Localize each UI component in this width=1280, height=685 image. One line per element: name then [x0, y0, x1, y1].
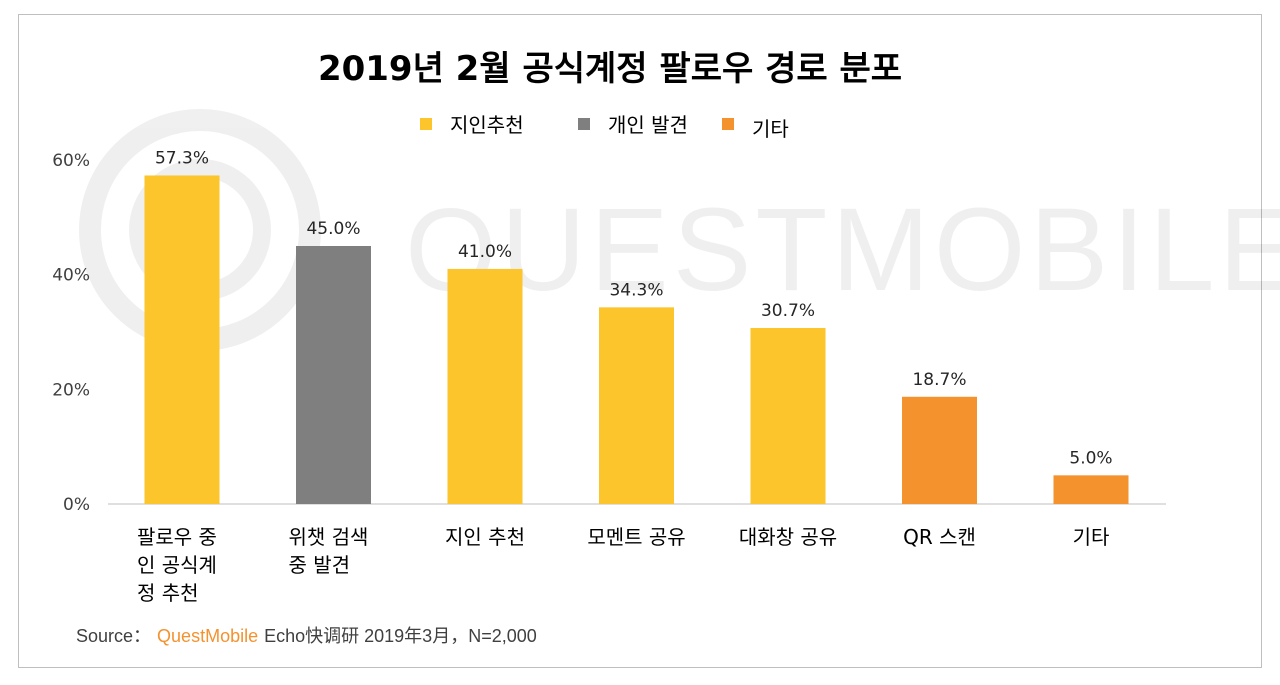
legend-label: 기타 [752, 117, 789, 141]
data-label: 34.3% [609, 280, 663, 300]
legend-swatch [578, 118, 590, 130]
data-label: 41.0% [458, 242, 512, 262]
data-label: 30.7% [761, 301, 815, 321]
chart-frame [18, 14, 1262, 668]
x-tick-label: 인 공식계 [137, 553, 217, 577]
legend-label: 지인추천 [450, 113, 524, 137]
legend: 지인추천 개인 발견 기타 [420, 113, 789, 141]
bar [1053, 475, 1129, 504]
data-label: 57.3% [155, 148, 209, 168]
legend-label: 개인 발견 [608, 113, 688, 137]
x-tick-label: 지인 추천 [445, 525, 525, 549]
bar [144, 175, 220, 505]
data-label: 5.0% [1069, 448, 1112, 468]
y-tick-label: 60% [52, 151, 90, 171]
chart-title: 2019년 2월 공식계정 팔로우 경로 분포 [318, 49, 902, 89]
x-tick-label: 모멘트 공유 [587, 525, 685, 549]
x-tick-label: 정 추천 [137, 581, 199, 605]
bar [902, 396, 977, 504]
y-tick-label: 40% [52, 266, 90, 286]
bar [296, 246, 371, 504]
x-tick-label: 팔로우 중 [137, 525, 217, 549]
watermark: QUESTMOBILE [79, 109, 1280, 351]
y-tick-label: 20% [52, 380, 90, 400]
legend-swatch [722, 118, 734, 130]
legend-swatch [420, 118, 432, 130]
source-brand: QuestMobile [157, 626, 259, 646]
x-tick-label: 대화창 공유 [739, 525, 837, 549]
source-label: Source： [76, 626, 152, 646]
bar [447, 268, 523, 504]
x-tick-label: 중 발견 [289, 553, 351, 577]
data-label: 45.0% [306, 219, 360, 239]
source-text: Echo快调研 2019年3月，N=2,000 [264, 626, 537, 646]
bar [599, 307, 674, 504]
source-note: Source： QuestMobile Echo快调研 2019年3月，N=2,00… [76, 622, 537, 648]
watermark-text: QUESTMOBILE [405, 184, 1280, 316]
y-tick-label: 0% [63, 495, 90, 515]
bar [750, 327, 826, 504]
x-tick-label: QR 스캔 [903, 525, 976, 549]
x-tick-label: 위챗 검색 [289, 525, 369, 549]
data-label: 18.7% [912, 370, 966, 390]
x-tick-label: 기타 [1073, 525, 1110, 549]
